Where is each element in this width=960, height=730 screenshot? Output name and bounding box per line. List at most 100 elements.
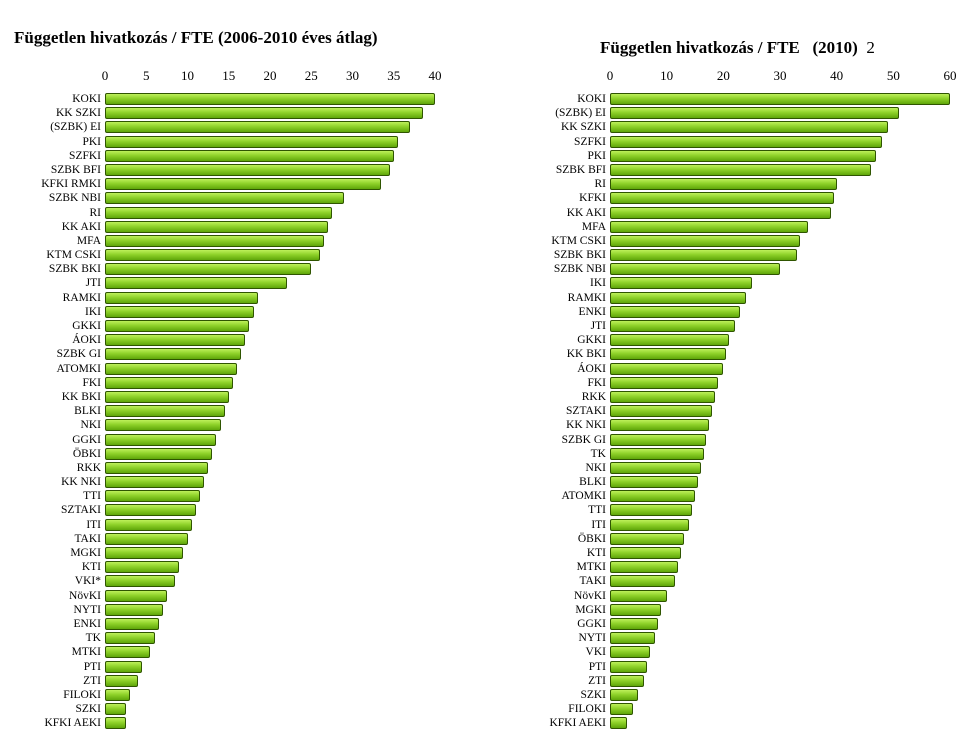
right-row-bar — [610, 334, 729, 346]
left-row: MGKI — [105, 546, 435, 560]
left-row-bar — [105, 348, 241, 360]
left-row-label: RI — [90, 206, 106, 220]
right-row: ATOMKI — [610, 489, 950, 503]
left-row-bar — [105, 618, 159, 630]
right-row-label: SZTAKI — [566, 404, 610, 418]
right-row-label: KOKI — [577, 92, 610, 106]
left-row-label: SZBK BFI — [51, 163, 105, 177]
right-row: NYTI — [610, 631, 950, 645]
left-row-label: ITI — [86, 518, 105, 532]
left-row-label: KFKI RMKI — [41, 177, 105, 191]
right-row-label: KK AKI — [567, 206, 610, 220]
left-row-bar — [105, 547, 183, 559]
left-row-bar — [105, 490, 200, 502]
right-row-bar — [610, 192, 834, 204]
right-tick: 10 — [660, 68, 673, 84]
left-row: (SZBK) EI — [105, 120, 435, 134]
right-row-label: ATOMKI — [561, 489, 610, 503]
right-row: KK SZKI — [610, 120, 950, 134]
left-row-label: NYTI — [74, 603, 105, 617]
right-row: FKI — [610, 376, 950, 390]
left-row: FKI — [105, 376, 435, 390]
left-row-bar — [105, 292, 258, 304]
left-row-label: SZBK NBI — [49, 191, 105, 205]
left-row-label: TAKI — [74, 532, 105, 546]
left-tick: 35 — [387, 68, 400, 84]
left-row-bar — [105, 121, 410, 133]
left-row: JTI — [105, 276, 435, 290]
left-row: SZBK NBI — [105, 191, 435, 205]
right-row-bar — [610, 575, 675, 587]
right-row-label: VKI — [586, 645, 610, 659]
left-row-bar — [105, 136, 398, 148]
left-row-bar — [105, 363, 237, 375]
right-row-bar — [610, 207, 831, 219]
left-chart-panel: Független hivatkozás / FTE (2006-2010 év… — [0, 0, 470, 720]
right-row: PTI — [610, 660, 950, 674]
right-row-label: PTI — [589, 660, 610, 674]
left-row: PTI — [105, 660, 435, 674]
left-row-bar — [105, 221, 328, 233]
left-row: SZBK BFI — [105, 163, 435, 177]
right-row: SZBK BFI — [610, 163, 950, 177]
left-row-bar — [105, 632, 155, 644]
left-row-bar — [105, 207, 332, 219]
left-row-label: TTI — [83, 489, 105, 503]
left-row-bar — [105, 689, 130, 701]
left-chart-title: Független hivatkozás / FTE (2006-2010 év… — [14, 28, 378, 48]
left-row-label: (SZBK) EI — [50, 120, 105, 134]
left-row-label: MGKI — [70, 546, 105, 560]
left-row-label: ATOMKI — [56, 362, 105, 376]
left-row: SZFKI — [105, 149, 435, 163]
right-row-bar — [610, 661, 647, 673]
left-row-label: GKKI — [72, 319, 105, 333]
right-row-bar — [610, 249, 797, 261]
right-tick: 50 — [887, 68, 900, 84]
left-row-label: KK SZKI — [56, 106, 105, 120]
left-row: KOKI — [105, 92, 435, 106]
left-row-bar — [105, 150, 394, 162]
left-tick: 15 — [222, 68, 235, 84]
left-row-bar — [105, 391, 229, 403]
right-row-bar — [610, 377, 718, 389]
left-row-label: KK BKI — [62, 390, 105, 404]
right-row-label: KK BKI — [567, 347, 610, 361]
right-row-bar — [610, 419, 709, 431]
left-row-bar — [105, 519, 192, 531]
left-row-bar — [105, 107, 423, 119]
left-row-label: FKI — [82, 376, 105, 390]
right-row: TAKI — [610, 574, 950, 588]
left-row-label: KTM CSKI — [46, 248, 105, 262]
left-row-label: IKI — [85, 305, 105, 319]
right-row: KFKI AEKI — [610, 716, 950, 730]
left-row: KFKI RMKI — [105, 177, 435, 191]
left-row: SZBK BKI — [105, 262, 435, 276]
left-row-bar — [105, 306, 254, 318]
left-row-bar — [105, 192, 344, 204]
right-row: ENKI — [610, 305, 950, 319]
right-row-bar — [610, 277, 752, 289]
left-row: RKK — [105, 461, 435, 475]
left-row-bar — [105, 277, 287, 289]
right-row-label: TTI — [588, 503, 610, 517]
left-row-label: RKK — [77, 461, 105, 475]
left-row: SZBK GI — [105, 347, 435, 361]
left-row-label: SZBK BKI — [49, 262, 105, 276]
right-row: ZTI — [610, 674, 950, 688]
right-tick: 60 — [944, 68, 957, 84]
left-row-bar — [105, 533, 188, 545]
left-row: MTKI — [105, 645, 435, 659]
left-row: VKI* — [105, 574, 435, 588]
right-row-label: PKI — [587, 149, 610, 163]
left-row-bar — [105, 235, 324, 247]
right-row: BLKI — [610, 475, 950, 489]
right-row-label: KK NKI — [566, 418, 610, 432]
left-row-label: MTKI — [72, 645, 105, 659]
right-row-label: ÁOKI — [577, 362, 610, 376]
left-row: ITI — [105, 518, 435, 532]
right-row-label: KFKI AEKI — [549, 716, 610, 730]
left-row-bar — [105, 405, 225, 417]
right-row-label: ZTI — [588, 674, 610, 688]
left-row-label: KK NKI — [61, 475, 105, 489]
right-row: MGKI — [610, 603, 950, 617]
